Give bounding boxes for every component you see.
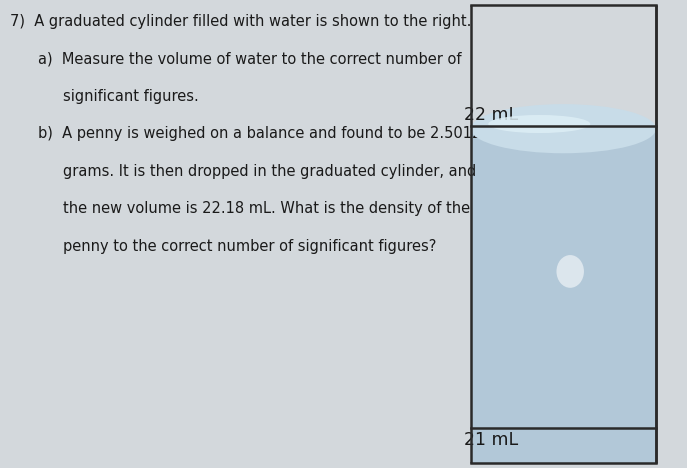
Ellipse shape — [556, 255, 584, 288]
Text: significant figures.: significant figures. — [63, 89, 199, 104]
Ellipse shape — [471, 104, 656, 153]
Text: grams. It is then dropped in the graduated cylinder, and: grams. It is then dropped in the graduat… — [63, 164, 477, 179]
Text: 7)  A graduated cylinder filled with water is shown to the right.: 7) A graduated cylinder filled with wate… — [10, 14, 472, 29]
Text: 21 mL: 21 mL — [464, 431, 518, 448]
Text: penny to the correct number of significant figures?: penny to the correct number of significa… — [63, 239, 436, 254]
Text: a)  Measure the volume of water to the correct number of: a) Measure the volume of water to the co… — [38, 51, 461, 66]
Bar — [471, 129, 656, 463]
Text: the new volume is 22.18 mL. What is the density of the: the new volume is 22.18 mL. What is the … — [63, 201, 471, 216]
Text: b)  A penny is weighed on a balance and found to be 2.5012: b) A penny is weighed on a balance and f… — [38, 126, 481, 141]
Text: 22 mL: 22 mL — [464, 106, 518, 124]
Ellipse shape — [488, 115, 590, 133]
